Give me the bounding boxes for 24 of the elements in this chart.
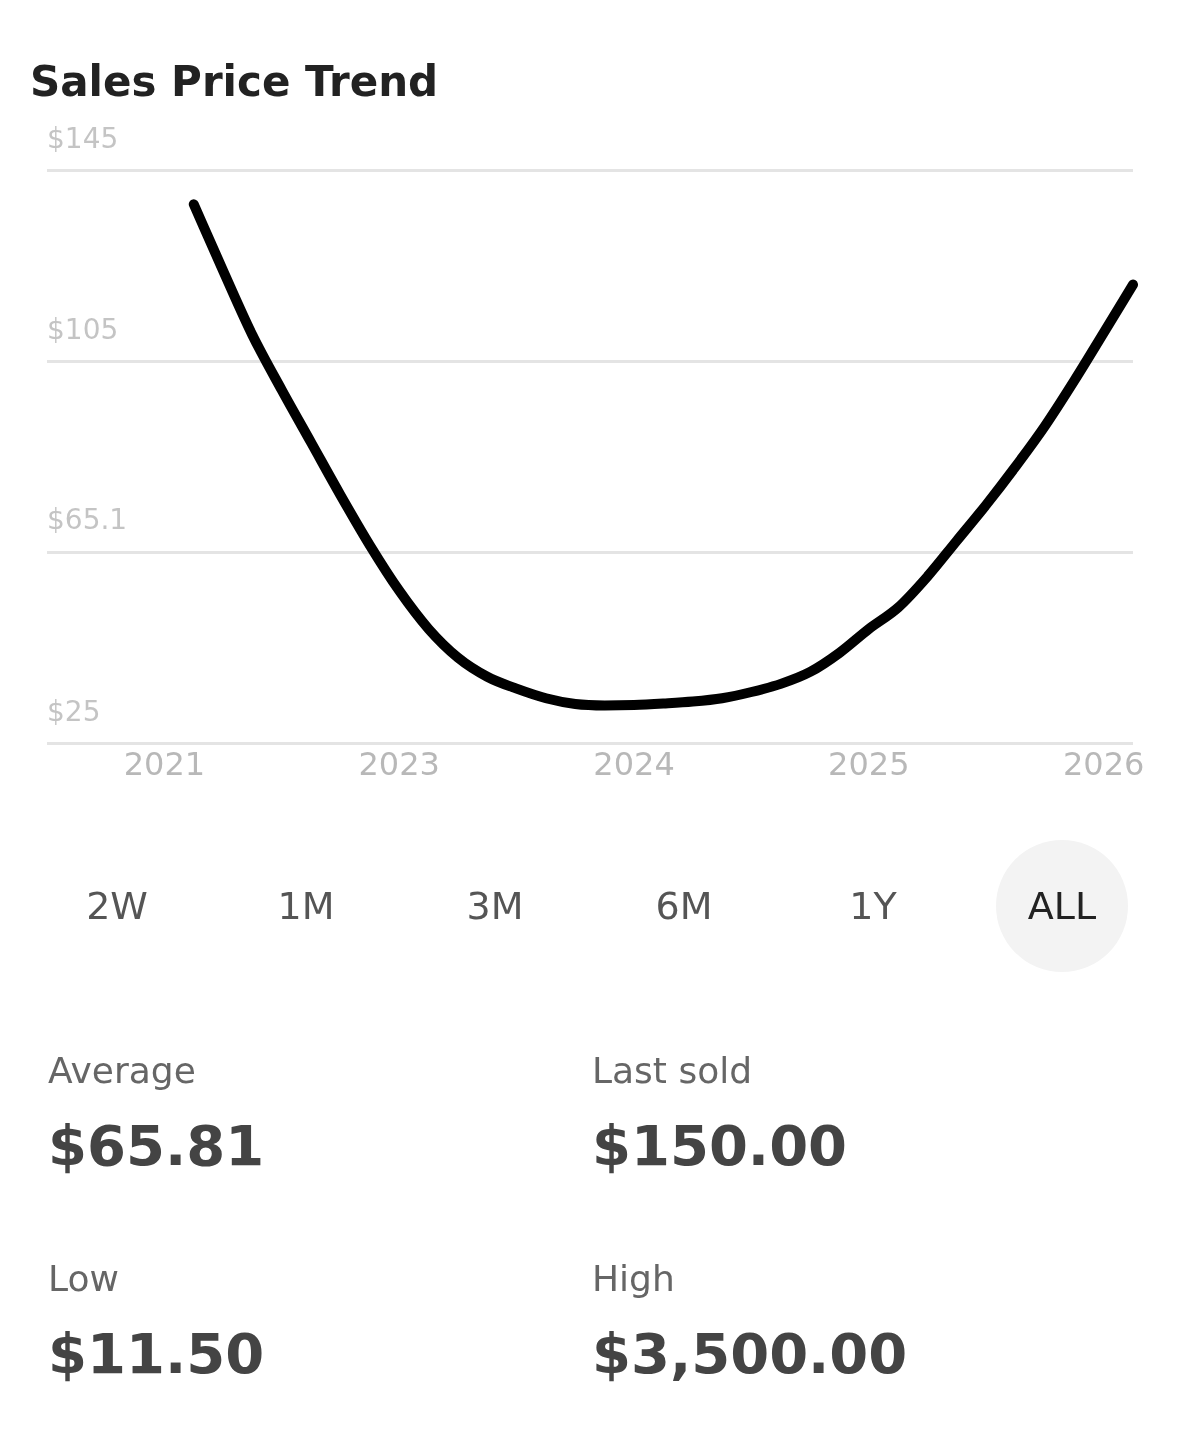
x-tick-label: 2023 xyxy=(358,745,440,784)
y-tick-label: $145 xyxy=(47,121,119,155)
x-tick-label: 2026 xyxy=(1062,745,1145,784)
text: 1M xyxy=(276,883,336,930)
text: 1Y xyxy=(848,883,898,930)
y-tick-label: $105 xyxy=(47,312,119,346)
x-tick-label: 2025 xyxy=(828,745,910,784)
x-tick-label: 2021 xyxy=(123,745,206,784)
text: $11.50 xyxy=(48,1321,266,1386)
y-tick-label: $25 xyxy=(47,694,101,728)
chart-title: Sales Price Trend xyxy=(30,57,439,107)
x-tick-label: 2024 xyxy=(593,745,675,784)
y-tick-label: $65.1 xyxy=(47,503,128,537)
text: 2W xyxy=(85,883,149,930)
text: $65.81 xyxy=(48,1113,266,1178)
text: 6M xyxy=(654,883,714,930)
text: Last sold xyxy=(592,1050,754,1091)
text: Low xyxy=(48,1258,120,1299)
text: High xyxy=(592,1258,676,1299)
text: ALL xyxy=(996,840,1128,972)
text: Average xyxy=(48,1050,197,1091)
text: $3,500.00 xyxy=(592,1321,909,1386)
text: 3M xyxy=(465,883,525,930)
text: $150.00 xyxy=(592,1113,849,1178)
